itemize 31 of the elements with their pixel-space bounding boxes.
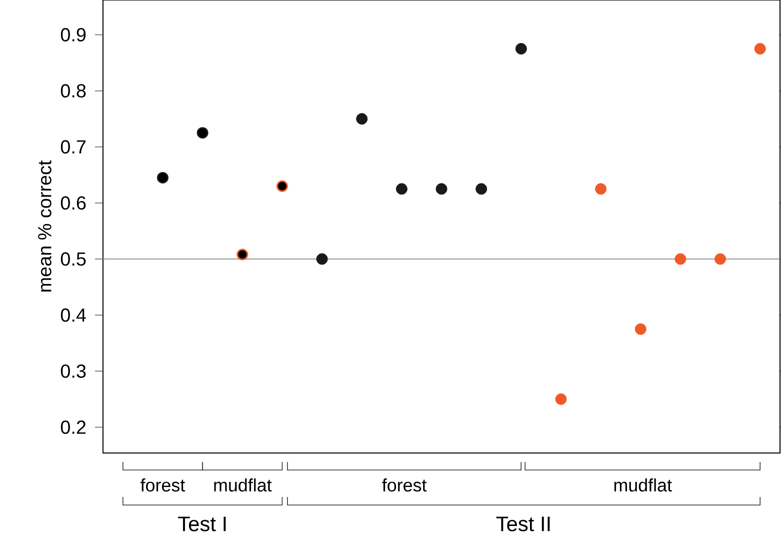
y-tick-label: 0.7 <box>60 140 86 154</box>
y-tick-label: 0.3 <box>60 364 86 378</box>
y-tick-label: 0.4 <box>60 308 86 322</box>
y-tick-label: 0.8 <box>60 84 86 98</box>
point <box>555 393 567 405</box>
point <box>754 43 766 55</box>
point <box>396 183 408 195</box>
text: mudflat <box>214 478 272 492</box>
y-tick-label: 0.5 <box>60 252 86 266</box>
point <box>476 183 488 195</box>
point <box>515 43 527 55</box>
y-tick-label: 0.6 <box>60 196 86 210</box>
point <box>674 253 686 265</box>
text: forest <box>382 478 427 492</box>
point <box>316 253 328 265</box>
point <box>436 183 448 195</box>
text: forest <box>140 478 185 492</box>
point <box>634 323 646 335</box>
point <box>356 113 368 125</box>
y-tick-label: 0.9 <box>60 28 86 42</box>
point <box>236 248 248 260</box>
point <box>196 127 208 139</box>
y-tick-label: 0.2 <box>60 420 86 434</box>
point <box>595 183 607 195</box>
text: Test II <box>496 516 550 532</box>
text: mudflat <box>614 478 672 492</box>
point <box>156 172 168 184</box>
text: Test I <box>178 516 226 532</box>
point <box>276 180 288 192</box>
y-axis-title: mean % correct <box>38 160 52 292</box>
point <box>714 253 726 265</box>
